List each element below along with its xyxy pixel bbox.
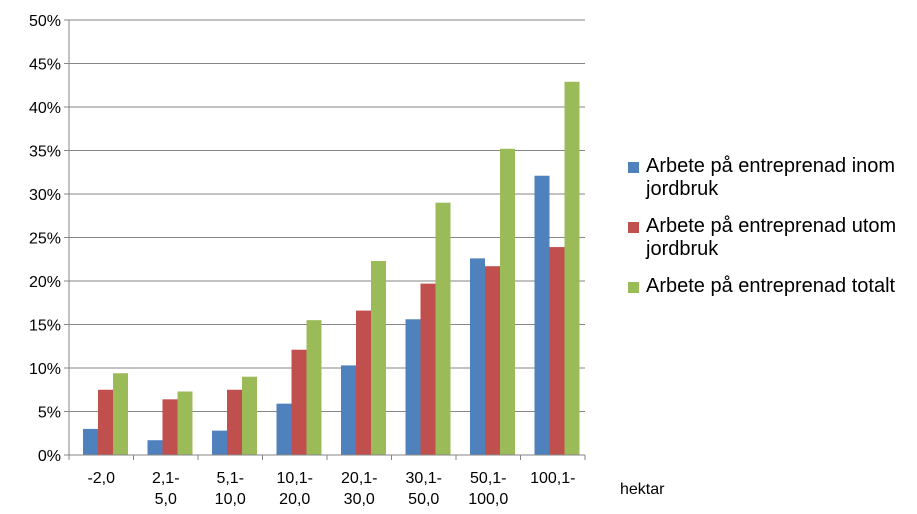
y-tick-label: 50% xyxy=(29,13,61,30)
legend-swatch-utom xyxy=(628,222,639,233)
legend-item-inom: Arbete på entreprenad inom jordbruk xyxy=(626,155,916,201)
y-tick-label: 45% xyxy=(29,57,61,74)
bar xyxy=(435,202,451,455)
y-tick-label: 15% xyxy=(29,318,61,335)
gridlines xyxy=(69,19,585,412)
x-tick-label: 10,0 xyxy=(215,491,246,508)
legend-label-inom: Arbete på entreprenad inom jordbruk xyxy=(646,155,896,200)
y-tick-label: 35% xyxy=(29,144,61,161)
y-tick-label: 30% xyxy=(29,187,61,204)
x-tick-label: 2,1- xyxy=(152,470,180,487)
bars xyxy=(83,81,580,456)
bar xyxy=(485,266,500,455)
y-tick-label: 0% xyxy=(38,448,61,465)
x-tick-label: 20,1- xyxy=(341,470,377,487)
bar xyxy=(276,403,292,455)
bar xyxy=(470,258,485,455)
legend-swatch-inom xyxy=(628,162,639,173)
y-tick-labels: 0% 5% 10% 15% 20% 25% 30% 35% 40% 45% 50% xyxy=(29,13,61,465)
x-tick-label: 5,1- xyxy=(216,470,244,487)
y-tick-label: 10% xyxy=(29,361,61,378)
y-tick-label: 20% xyxy=(29,274,61,291)
y-tick-label: 25% xyxy=(29,231,61,248)
bar xyxy=(162,399,178,455)
bar xyxy=(341,365,356,455)
bar xyxy=(291,349,307,455)
x-tick-label: 10,1- xyxy=(277,470,313,487)
x-tick-label: 30,0 xyxy=(344,491,375,508)
legend-swatch-totalt xyxy=(628,282,639,293)
bar xyxy=(98,389,113,455)
x-tick-label: 50,0 xyxy=(408,491,439,508)
bar xyxy=(83,428,98,455)
bar xyxy=(356,310,371,455)
bar xyxy=(147,440,163,455)
bar xyxy=(113,373,128,455)
bar xyxy=(420,283,436,455)
x-tick-label: 100,1- xyxy=(530,470,575,487)
bar xyxy=(405,319,421,455)
x-tick-label: 5,0 xyxy=(155,491,177,508)
bar xyxy=(212,430,227,455)
bar xyxy=(371,260,386,455)
x-tick-label: 50,1- xyxy=(470,470,506,487)
legend-label-totalt: Arbete på entreprenad totalt xyxy=(646,275,896,297)
bar xyxy=(177,391,193,455)
y-tick-label: 40% xyxy=(29,100,61,117)
bar xyxy=(500,148,515,455)
y-tick-label: 5% xyxy=(38,405,61,422)
x-axis-unit-label: hektar xyxy=(620,481,665,498)
legend: Arbete på entreprenad inom jordbruk Arbe… xyxy=(626,155,916,312)
bar xyxy=(227,389,242,455)
x-tick-labels: -2,0 2,1- 5,0 5,1- 10,0 10,1- 20,0 20,1- 30,0 30,… xyxy=(87,470,575,508)
bar xyxy=(549,247,565,455)
x-tick-label: 20,0 xyxy=(279,491,310,508)
x-tick-label: 30,1- xyxy=(406,470,442,487)
legend-item-totalt: Arbete på entreprenad totalt xyxy=(626,275,916,298)
legend-label-utom: Arbete på entreprenad utom jordbruk xyxy=(646,215,897,260)
x-tick-label: 100,0 xyxy=(468,491,508,508)
x-tick-label: -2,0 xyxy=(87,470,115,487)
axes xyxy=(64,19,586,460)
bar xyxy=(534,175,550,456)
bar xyxy=(306,320,322,455)
bar xyxy=(242,376,257,455)
bar xyxy=(564,81,580,456)
legend-item-utom: Arbete på entreprenad utom jordbruk xyxy=(626,215,916,261)
